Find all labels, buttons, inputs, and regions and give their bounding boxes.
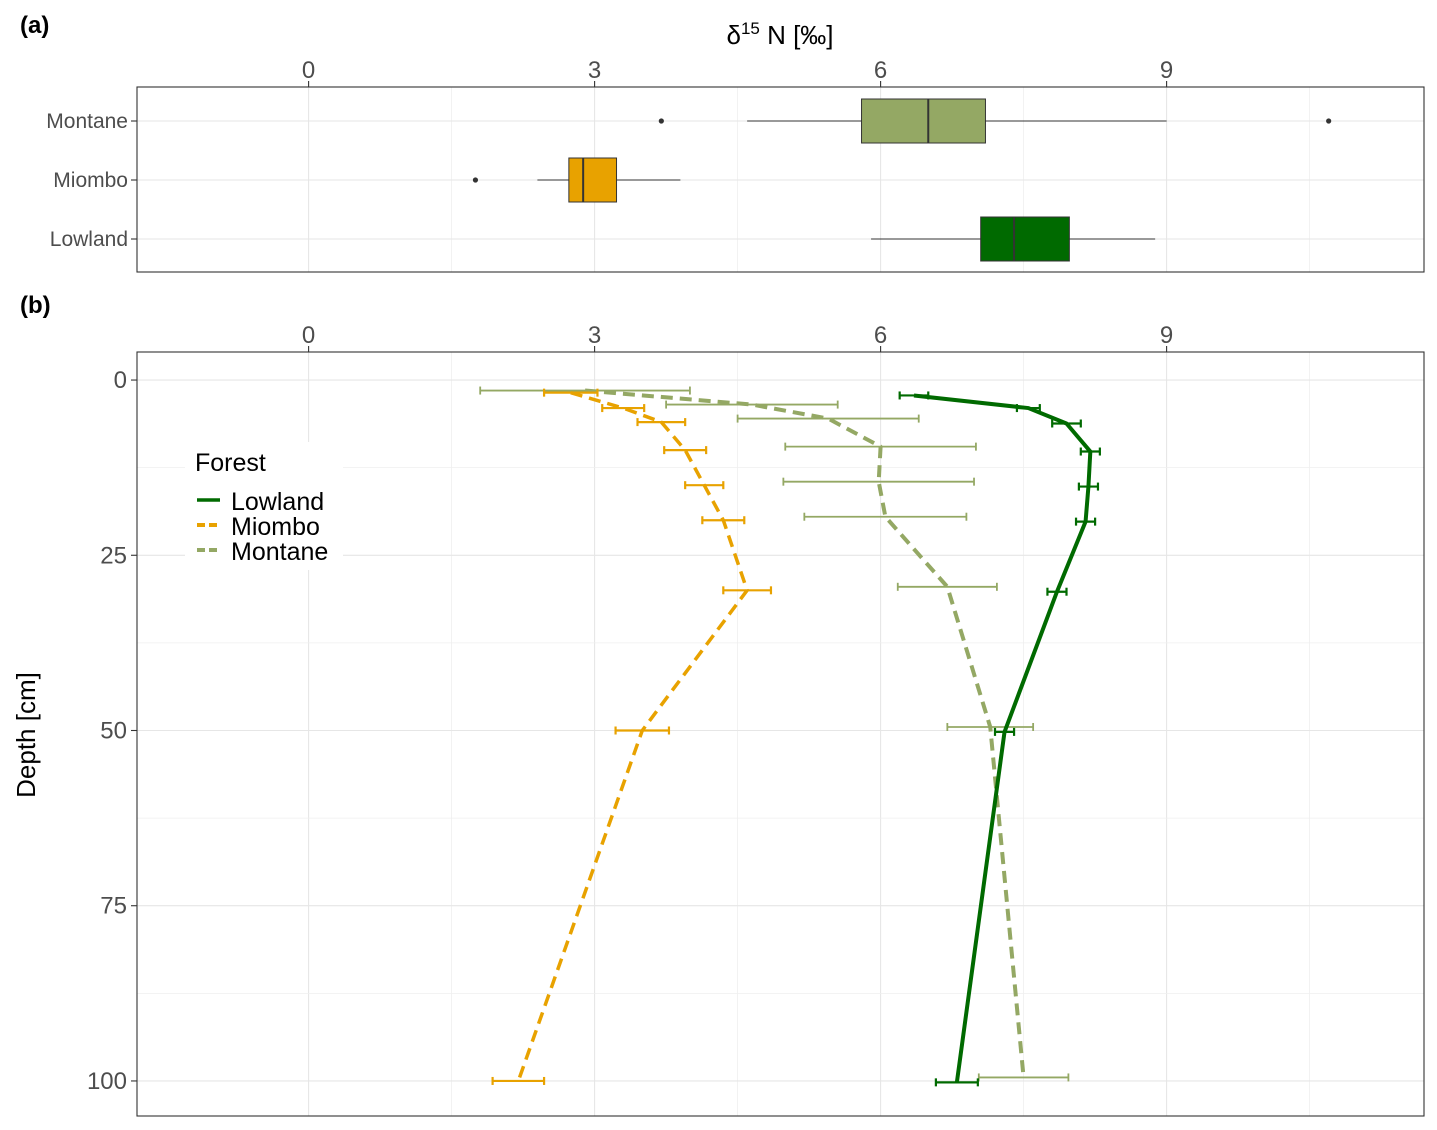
panel-a-tick-label: 9	[1160, 57, 1173, 84]
y-tick-label: 75	[100, 893, 127, 920]
series-line-miombo	[516, 390, 749, 1082]
y-tick-label: 25	[100, 542, 127, 569]
series-line-lowland	[913, 393, 1093, 1083]
panel-a-frame	[136, 86, 1425, 273]
outlier-point	[1326, 118, 1332, 124]
box-montane	[861, 98, 986, 144]
category-label-lowland: Lowland	[50, 228, 128, 251]
legend-item-lowland: Lowland	[197, 488, 324, 516]
panel-a-tick-label: 0	[302, 57, 315, 84]
panel-a-top-ticks: 0 3 6 9	[302, 57, 1173, 87]
panel-b-y-ticks: 0 25 50 75 100	[87, 367, 137, 1095]
legend-label-montane: Montane	[231, 538, 328, 566]
outlier-point	[658, 118, 664, 124]
panel-b-tick-label: 6	[874, 322, 887, 349]
legend-item-miombo: Miombo	[197, 513, 320, 541]
panel-a-x-axis-title: δ15 N [‰]	[726, 19, 833, 50]
panel-a-gridlines	[137, 87, 1424, 272]
panel-b-tick-label: 3	[588, 322, 601, 349]
legend-label-miombo: Miombo	[231, 513, 320, 541]
category-label-montane: Montane	[46, 110, 128, 133]
panel-b-top-ticks: 0 3 6 9	[302, 322, 1173, 352]
box-miombo	[568, 157, 618, 203]
panel-a-label: (a)	[20, 12, 49, 39]
panel-b-series	[479, 386, 1101, 1087]
panel-b-frame	[136, 351, 1425, 1117]
series-montane	[479, 386, 1070, 1082]
y-tick-label: 50	[100, 717, 127, 744]
panel-a-tick-label: 6	[874, 57, 887, 84]
delta-symbol: δ	[726, 20, 740, 50]
legend-item-montane: Montane	[197, 538, 328, 566]
panel-b-tick-label: 0	[302, 322, 315, 349]
panel-b-y-axis-title: Depth [cm]	[11, 672, 41, 798]
category-label-miombo: Miombo	[53, 169, 128, 192]
y-tick-label: 0	[114, 367, 127, 394]
panel-b-label: (b)	[20, 292, 51, 319]
box-lowland	[980, 216, 1070, 262]
panel-b-tick-label: 9	[1160, 322, 1173, 349]
isotope-superscript: 15	[741, 19, 760, 38]
series-line-montane	[584, 388, 1026, 1078]
y-tick-label: 100	[87, 1068, 127, 1095]
series-miombo	[491, 388, 773, 1085]
legend-label-lowland: Lowland	[231, 488, 324, 516]
series-lowland	[898, 391, 1101, 1087]
outlier-point	[472, 177, 479, 183]
x-axis-title-rest: N [‰]	[760, 20, 834, 50]
panel-a-boxplots: Montane Miombo Lowland	[46, 98, 1332, 262]
panel-b-gridlines	[137, 352, 1424, 1116]
panel-a-tick-label: 3	[588, 57, 601, 84]
legend-title: Forest	[195, 449, 266, 477]
